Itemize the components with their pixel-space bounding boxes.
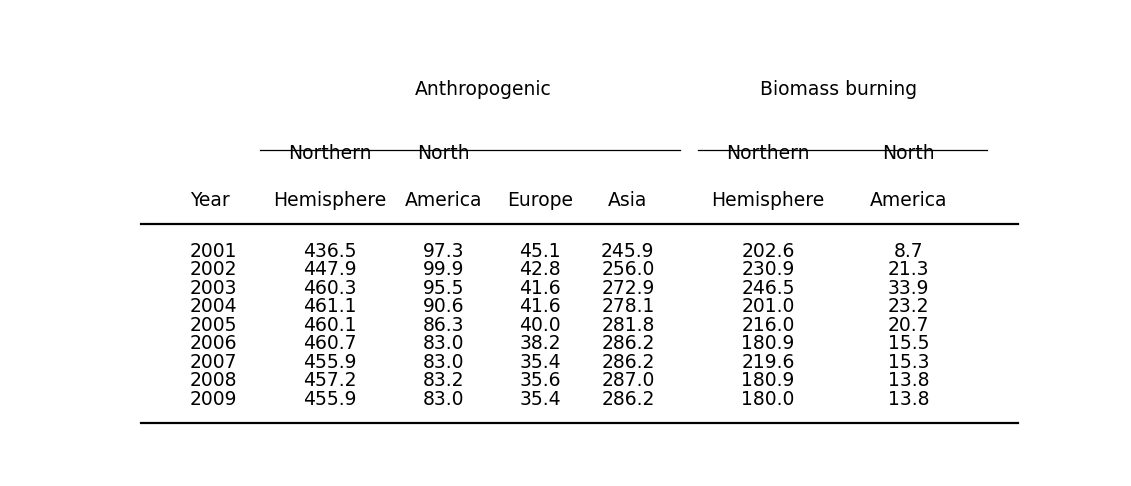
Text: 41.6: 41.6	[519, 297, 561, 316]
Text: 83.0: 83.0	[423, 353, 465, 372]
Text: 83.2: 83.2	[423, 371, 465, 390]
Text: 202.6: 202.6	[742, 242, 795, 260]
Text: 180.9: 180.9	[742, 334, 795, 353]
Text: 83.0: 83.0	[423, 334, 465, 353]
Text: 436.5: 436.5	[303, 242, 356, 260]
Text: 201.0: 201.0	[742, 297, 795, 316]
Text: 97.3: 97.3	[423, 242, 465, 260]
Text: 246.5: 246.5	[741, 278, 795, 297]
Text: 460.1: 460.1	[303, 315, 356, 335]
Text: 2009: 2009	[190, 390, 238, 409]
Text: 272.9: 272.9	[602, 278, 655, 297]
Text: 2003: 2003	[190, 278, 238, 297]
Text: 8.7: 8.7	[893, 242, 923, 260]
Text: 38.2: 38.2	[519, 334, 561, 353]
Text: 86.3: 86.3	[423, 315, 465, 335]
Text: 21.3: 21.3	[888, 260, 929, 279]
Text: 460.7: 460.7	[303, 334, 356, 353]
Text: 83.0: 83.0	[423, 390, 465, 409]
Text: 245.9: 245.9	[601, 242, 655, 260]
Text: 23.2: 23.2	[888, 297, 929, 316]
Text: America: America	[405, 191, 483, 210]
Text: 2008: 2008	[190, 371, 238, 390]
Text: 90.6: 90.6	[423, 297, 465, 316]
Text: Northern: Northern	[288, 144, 372, 163]
Text: 447.9: 447.9	[303, 260, 356, 279]
Text: 15.5: 15.5	[888, 334, 929, 353]
Text: Year: Year	[190, 191, 230, 210]
Text: 216.0: 216.0	[742, 315, 795, 335]
Text: 286.2: 286.2	[602, 334, 655, 353]
Text: 287.0: 287.0	[602, 371, 655, 390]
Text: 180.0: 180.0	[742, 390, 795, 409]
Text: Asia: Asia	[608, 191, 648, 210]
Text: 457.2: 457.2	[303, 371, 356, 390]
Text: 455.9: 455.9	[303, 390, 356, 409]
Text: 455.9: 455.9	[303, 353, 356, 372]
Text: America: America	[870, 191, 947, 210]
Text: 2005: 2005	[190, 315, 238, 335]
Text: 256.0: 256.0	[602, 260, 655, 279]
Text: 99.9: 99.9	[423, 260, 465, 279]
Text: North: North	[417, 144, 470, 163]
Text: 95.5: 95.5	[423, 278, 465, 297]
Text: 13.8: 13.8	[888, 390, 929, 409]
Text: 15.3: 15.3	[888, 353, 929, 372]
Text: 33.9: 33.9	[888, 278, 929, 297]
Text: North: North	[882, 144, 934, 163]
Text: 2002: 2002	[190, 260, 238, 279]
Text: 219.6: 219.6	[742, 353, 795, 372]
Text: 2007: 2007	[190, 353, 238, 372]
Text: Europe: Europe	[507, 191, 573, 210]
Text: Hemisphere: Hemisphere	[711, 191, 824, 210]
Text: 230.9: 230.9	[742, 260, 795, 279]
Text: 2001: 2001	[190, 242, 238, 260]
Text: Northern: Northern	[726, 144, 810, 163]
Text: 20.7: 20.7	[888, 315, 929, 335]
Text: 2004: 2004	[190, 297, 238, 316]
Text: 13.8: 13.8	[888, 371, 929, 390]
Text: 2006: 2006	[190, 334, 238, 353]
Text: 41.6: 41.6	[519, 278, 561, 297]
Text: 281.8: 281.8	[602, 315, 655, 335]
Text: 180.9: 180.9	[742, 371, 795, 390]
Text: 286.2: 286.2	[602, 353, 655, 372]
Text: 35.4: 35.4	[519, 390, 561, 409]
Text: 286.2: 286.2	[602, 390, 655, 409]
Text: 42.8: 42.8	[519, 260, 561, 279]
Text: 35.6: 35.6	[519, 371, 561, 390]
Text: 40.0: 40.0	[519, 315, 561, 335]
Text: Anthropogenic: Anthropogenic	[415, 81, 552, 100]
Text: 461.1: 461.1	[303, 297, 356, 316]
Text: Biomass burning: Biomass burning	[760, 81, 917, 100]
Text: Hemisphere: Hemisphere	[274, 191, 387, 210]
Text: 45.1: 45.1	[519, 242, 561, 260]
Text: 35.4: 35.4	[519, 353, 561, 372]
Text: 460.3: 460.3	[303, 278, 356, 297]
Text: 278.1: 278.1	[602, 297, 655, 316]
